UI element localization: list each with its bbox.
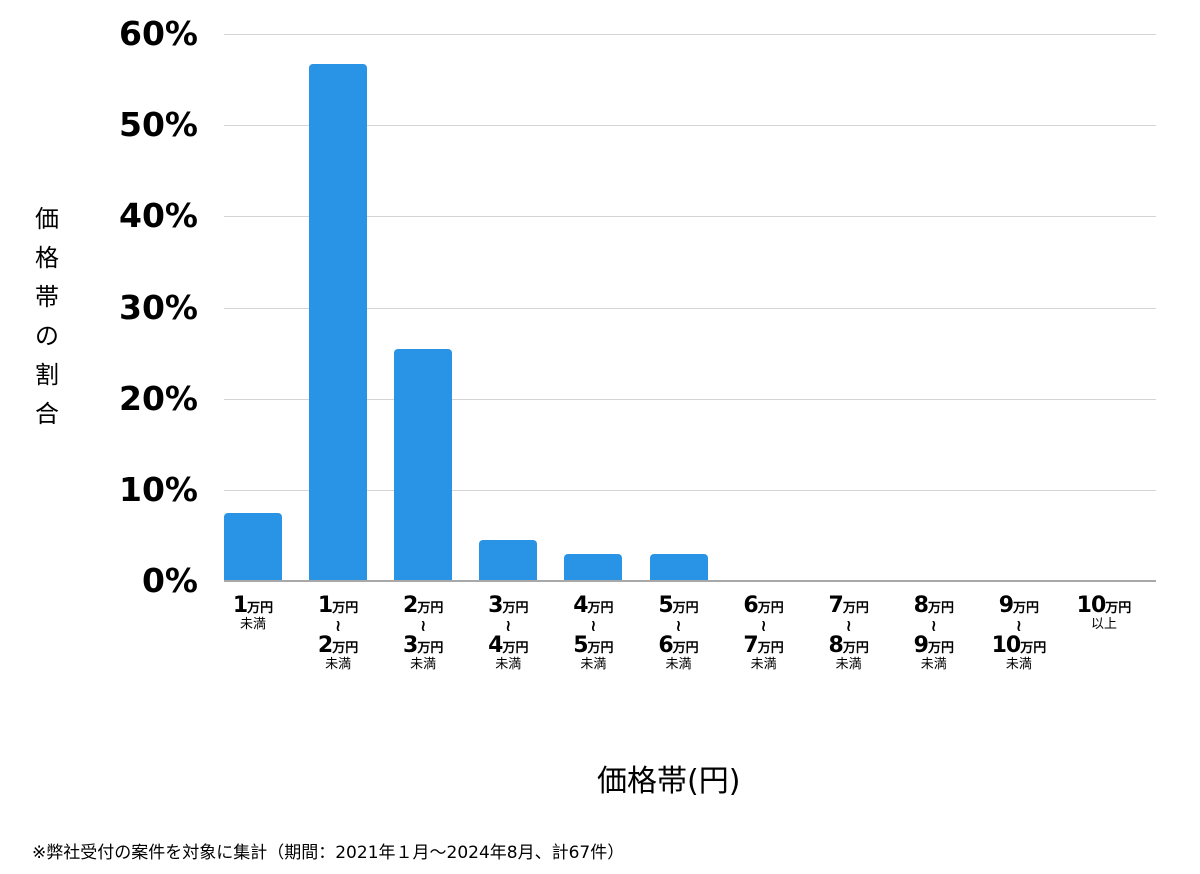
gridline	[224, 308, 1156, 309]
x-tick-label: 9万円 ≀ 10万円 未満	[991, 593, 1047, 672]
x-tick-label: 6万円 ≀ 7万円 未満	[743, 593, 784, 672]
x-axis-title: 価格帯(円)	[597, 764, 741, 799]
y-axis-label-char: 格	[35, 244, 59, 272]
x-tick-label: 1万円 未満	[232, 593, 274, 632]
gridline	[224, 399, 1156, 400]
x-tick-label: 4万円 ≀ 5万円 未満	[573, 593, 614, 672]
gridline	[224, 125, 1156, 126]
x-tick-label: 1万円 ≀ 2万円 未満	[317, 593, 359, 672]
y-axis-label-char: 合	[35, 400, 59, 428]
y-axis-label: 価格帯の割合	[30, 200, 64, 434]
footnote: ※弊社受付の案件を対象に集計（期間：2021年１月〜2024年8月、計67件）	[32, 843, 625, 863]
bar[interactable]	[224, 512, 282, 581]
x-tick-label: 5万円 ≀ 6万円 未満	[658, 593, 699, 672]
y-axis-label-char: 帯	[35, 283, 59, 311]
x-tick-label: 10万円 以上	[1076, 593, 1132, 632]
y-tick-label: 30%	[119, 287, 198, 327]
gridline	[224, 490, 1156, 491]
y-axis-label-char: 割	[35, 361, 59, 389]
y-tick-label: 20%	[119, 378, 198, 418]
gridline	[224, 216, 1156, 217]
bar[interactable]	[394, 349, 453, 581]
bar[interactable]	[309, 64, 368, 581]
y-tick-label: 10%	[119, 469, 198, 509]
bar[interactable]	[649, 553, 708, 581]
x-tick-label: 2万円 ≀ 3万円 未満	[403, 593, 444, 672]
y-tick-label: 60%	[119, 14, 198, 53]
bar[interactable]	[479, 539, 538, 581]
y-tick-label: 50%	[119, 105, 198, 145]
x-tick-label: 8万円 ≀ 9万円 未満	[913, 593, 954, 672]
y-tick-label: 40%	[119, 196, 198, 236]
y-axis-label-char: 価	[35, 205, 59, 233]
gridline	[224, 34, 1156, 35]
y-tick-label: 0%	[141, 561, 198, 600]
bar[interactable]	[564, 553, 623, 581]
x-tick-label: 7万円 ≀ 8万円 未満	[828, 593, 869, 672]
x-axis-baseline	[224, 580, 1156, 582]
y-axis-label-char: の	[35, 322, 59, 350]
x-tick-label: 3万円 ≀ 4万円 未満	[488, 593, 529, 672]
